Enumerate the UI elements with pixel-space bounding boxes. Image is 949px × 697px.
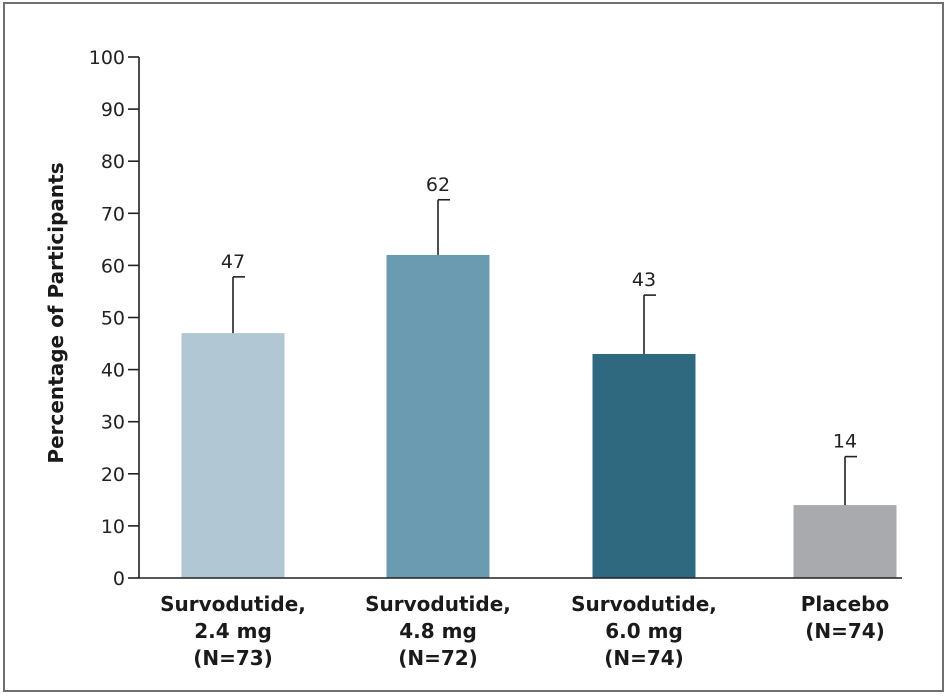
y-tick-label-70: 70 <box>101 203 125 225</box>
category-label-line: (N=73) <box>193 646 273 670</box>
category-label-line: 4.8 mg <box>399 619 477 643</box>
y-tick-label-30: 30 <box>101 412 125 434</box>
y-tick-label-100: 100 <box>89 47 125 69</box>
category-label-line: (N=74) <box>805 619 885 643</box>
y-axis: 0 10 20 30 40 50 60 70 80 90 100 <box>89 47 140 590</box>
bar-3 <box>592 353 696 578</box>
y-tick-label-90: 90 <box>101 99 125 121</box>
y-tick-label-50: 50 <box>101 308 125 330</box>
y-tick-label-40: 40 <box>101 360 125 382</box>
category-label-2: Survodutide, 4.8 mg (N=72) <box>365 592 511 670</box>
y-tick-label-20: 20 <box>101 464 125 486</box>
y-tick-label-10: 10 <box>101 516 125 538</box>
category-label-line: (N=72) <box>398 646 478 670</box>
value-label-2: 62 <box>426 174 450 196</box>
category-label-line: 6.0 mg <box>605 619 683 643</box>
y-tick-label-80: 80 <box>101 151 125 173</box>
error-bars <box>232 198 857 506</box>
value-labels: 47 62 43 14 <box>221 174 857 453</box>
category-label-line: (N=74) <box>604 646 684 670</box>
bars <box>181 254 897 579</box>
value-label-3: 43 <box>632 269 656 291</box>
category-label-line: Survodutide, <box>571 592 717 616</box>
category-label-line: Survodutide, <box>365 592 511 616</box>
category-label-3: Survodutide, 6.0 mg (N=74) <box>571 592 717 670</box>
category-label-1: Survodutide, 2.4 mg (N=73) <box>160 592 306 670</box>
value-label-1: 47 <box>221 251 245 273</box>
bar-2 <box>386 254 490 579</box>
y-tick-label-0: 0 <box>113 568 125 590</box>
bar-4 <box>793 505 897 578</box>
category-label-line: Survodutide, <box>160 592 306 616</box>
category-label-line: Placebo <box>801 592 890 616</box>
y-tick-label-60: 60 <box>101 255 125 277</box>
bar-1 <box>181 333 285 578</box>
category-label-4: Placebo (N=74) <box>801 592 890 643</box>
y-axis-title: Percentage of Participants <box>44 162 68 463</box>
category-label-line: 2.4 mg <box>194 619 272 643</box>
value-label-4: 14 <box>833 431 857 453</box>
category-labels: Survodutide, 2.4 mg (N=73) Survodutide, 4.8 … <box>160 592 889 670</box>
